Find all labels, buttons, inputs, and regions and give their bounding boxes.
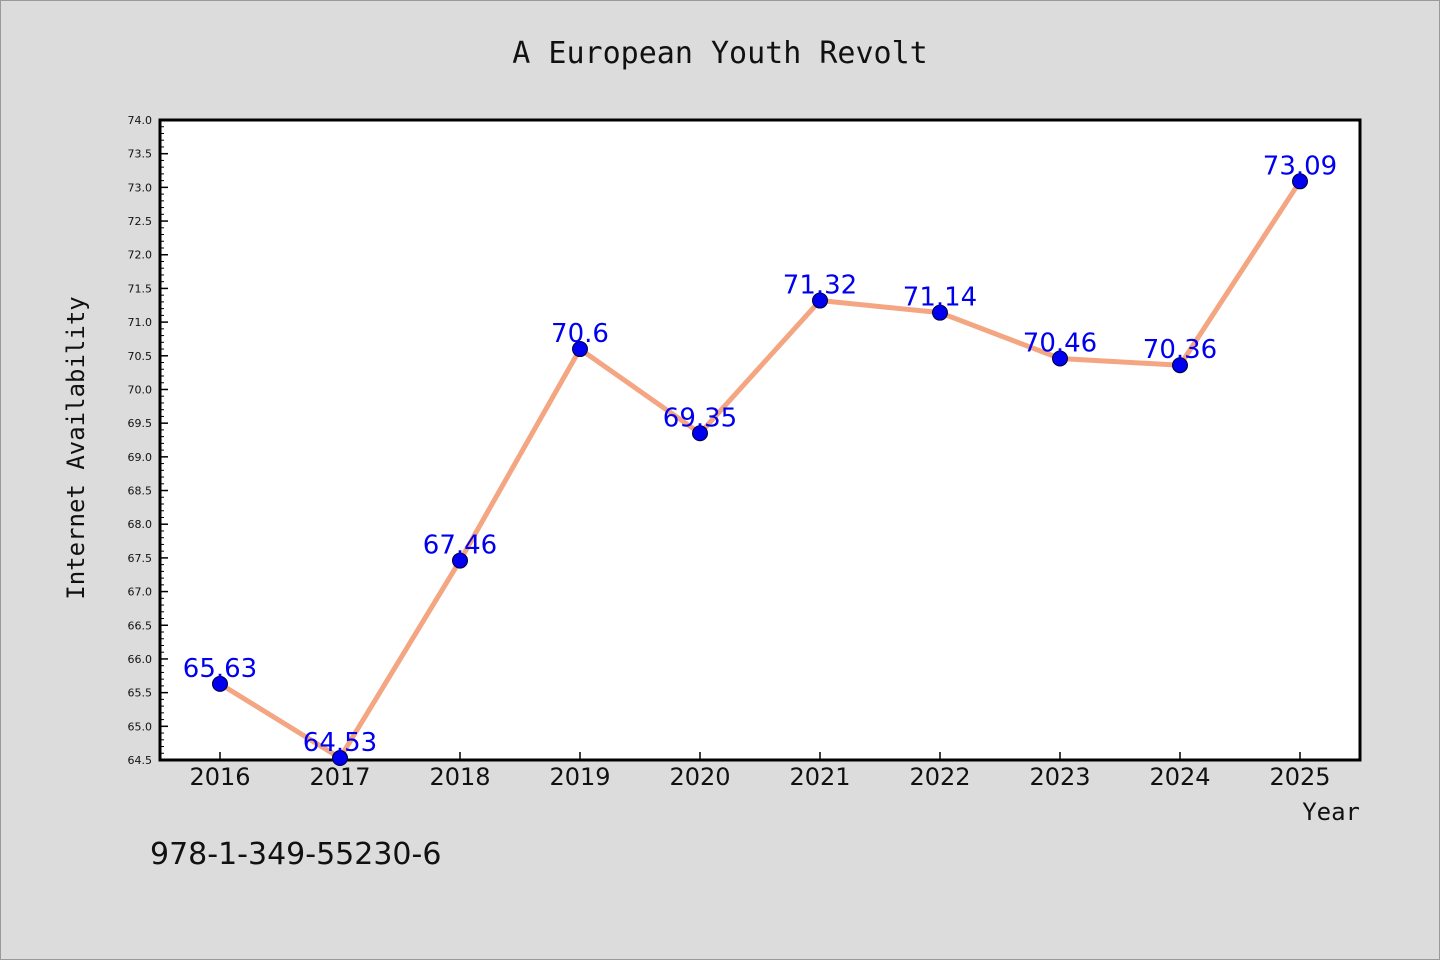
data-label: 73.09 [1263,151,1337,181]
y-tick-label: 69.5 [128,417,153,430]
data-point-marker [1292,173,1308,190]
y-axis: 64.5 65.0 65.5 66.0 66.5 67.0 67.5 68.0 68.5 69.0… [128,114,168,767]
data-point-marker [212,675,228,692]
x-tick-label: 2019 [549,763,610,791]
x-axis-label: Year [1302,798,1360,826]
x-tick-label: 2025 [1269,763,1330,791]
data-point-marker [1172,357,1188,374]
marker-group [212,173,1308,766]
y-tick-label: 69.0 [128,451,153,464]
y-tick-label: 68.0 [128,518,153,531]
data-label: 64.53 [303,728,377,758]
data-label: 70.46 [1023,328,1097,358]
x-tick-label: 2016 [189,763,250,791]
y-axis-label: Internet Availability [62,296,90,599]
data-point-marker [812,292,828,309]
y-tick-label: 74.0 [128,114,153,127]
data-label-group: 65.63 64.53 67.46 70.6 69.35 71.32 71.14 70.46 7… [183,151,1337,758]
data-label: 71.32 [783,271,857,301]
data-label: 70.36 [1143,335,1217,365]
y-tick-label: 65.5 [128,687,153,700]
data-label: 67.46 [423,531,497,561]
y-tick-label: 67.0 [128,586,153,599]
y-tick-label: 73.5 [128,148,153,161]
data-point-marker [932,304,948,321]
chart-title: A European Youth Revolt [512,36,927,71]
y-tick-label: 72.5 [128,215,153,228]
y-tick-label: 70.0 [128,383,153,396]
footer-isbn: 978-1-349-55230-6 [150,837,441,872]
data-point-marker [452,552,468,569]
series-line [218,179,1303,761]
y-tick-label: 68.5 [128,485,153,498]
plot-area [158,118,1362,762]
x-tick-label: 2018 [429,763,490,791]
series-line-group [218,179,1303,761]
x-tick-label: 2023 [1029,763,1090,791]
data-label: 70.6 [551,319,609,349]
x-tick-label: 2024 [1149,763,1210,791]
y-tick-label: 66.5 [128,619,153,632]
x-tick-label: 2017 [309,763,370,791]
data-label: 71.14 [903,283,977,313]
data-point-marker [1052,350,1068,367]
x-tick-label: 2020 [669,763,730,791]
y-tick-label: 73.0 [128,181,153,194]
y-tick-label: 66.0 [128,653,153,666]
data-point-marker [572,341,588,358]
data-point-marker [692,425,708,442]
y-tick-label: 65.0 [128,720,153,733]
y-tick-label: 70.5 [128,350,153,363]
data-point-marker [332,749,348,766]
y-tick-label: 71.5 [128,282,153,295]
data-label: 69.35 [663,403,737,433]
x-tick-label: 2021 [789,763,850,791]
x-tick-label: 2022 [909,763,970,791]
data-label: 65.63 [183,654,257,684]
y-tick-label: 64.5 [128,754,153,767]
y-tick-label: 72.0 [128,249,153,262]
y-tick-label: 71.0 [128,316,153,329]
y-tick-label: 67.5 [128,552,153,565]
